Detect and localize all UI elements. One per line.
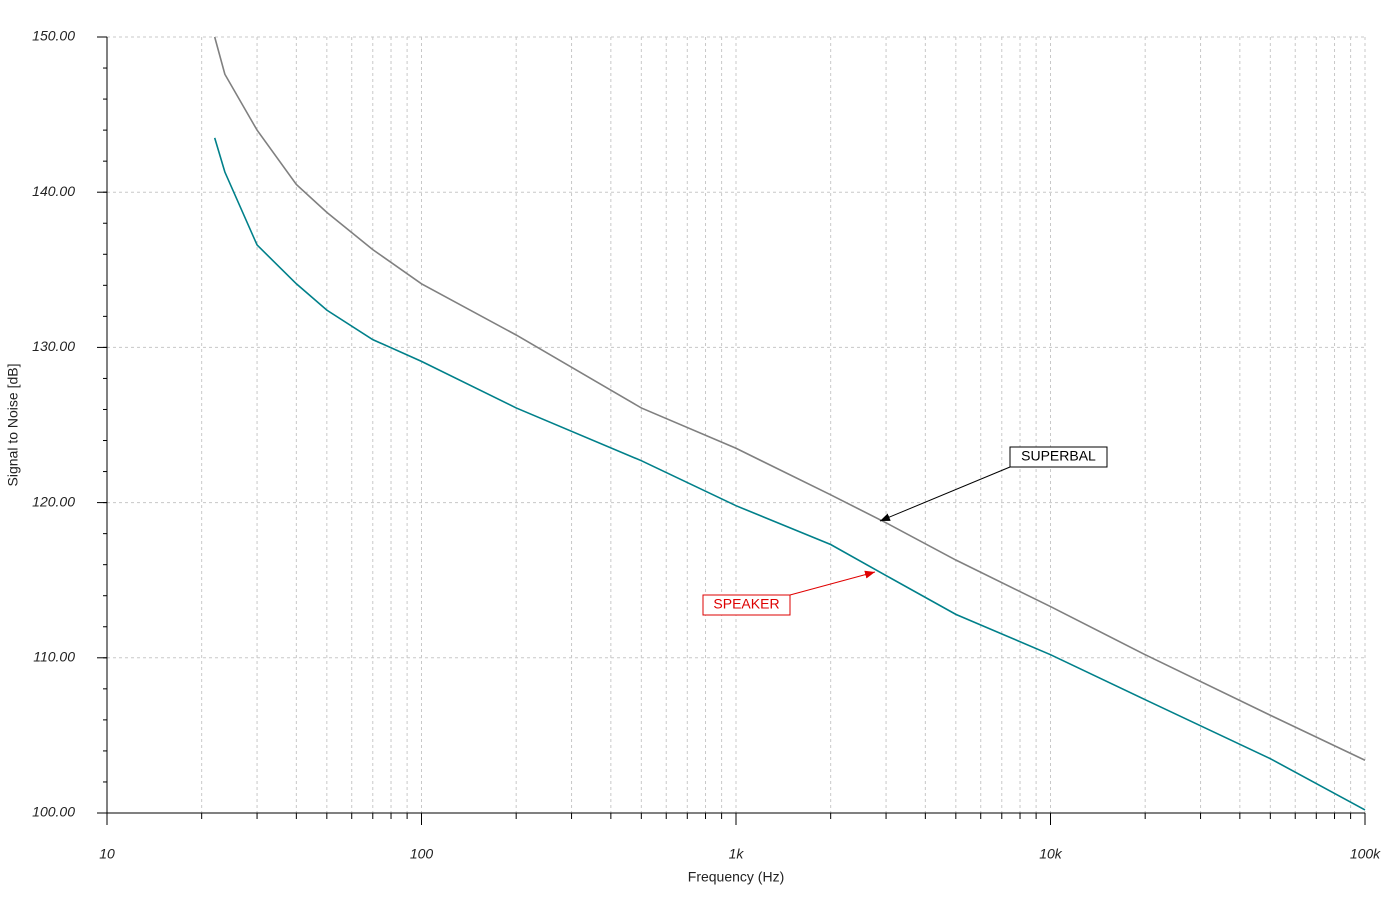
x-tick-label: 1k (729, 846, 745, 862)
annotation-arrow (879, 466, 1011, 522)
y-tick-label: 150.00 (32, 28, 75, 44)
y-tick-label: 130.00 (32, 338, 75, 354)
y-axis-label: Signal to Noise [dB] (5, 364, 21, 487)
y-tick-label: 110.00 (33, 649, 75, 665)
y-tick-label: 120.00 (32, 493, 75, 509)
annotation-arrow (789, 570, 876, 596)
series-line (213, 36, 1366, 761)
x-tick-label: 10k (1039, 846, 1063, 862)
y-tick-label: 140.00 (32, 183, 75, 199)
x-axis-label: Frequency (Hz) (688, 869, 784, 885)
annotation-box (1009, 446, 1108, 468)
series-line (213, 137, 1366, 811)
x-tick-label: 100k (1350, 846, 1381, 862)
annotation-label: SUPERBAL (1021, 448, 1096, 464)
x-tick-label: 10 (99, 846, 115, 862)
y-tick-label: 100.00 (32, 804, 75, 820)
annotation-box (702, 594, 791, 616)
annotation-label: SPEAKER (713, 596, 779, 612)
x-tick-label: 100 (410, 846, 434, 862)
